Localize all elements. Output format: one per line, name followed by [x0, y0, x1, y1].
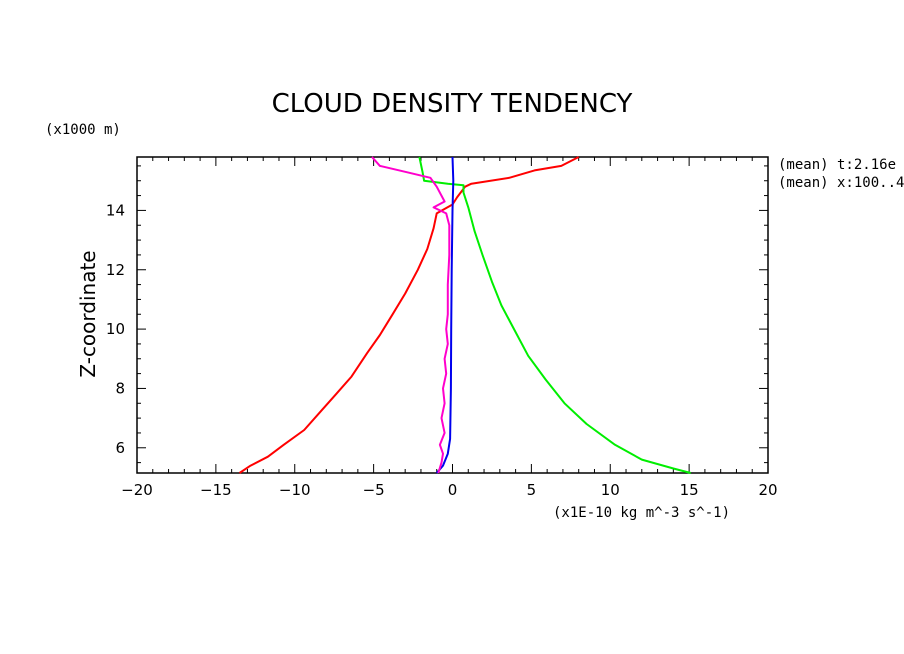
y-tick-label: 10 [106, 320, 125, 338]
series-line-green [418, 156, 691, 474]
x-tick-label: 0 [448, 481, 458, 499]
x-tick-label: 10 [601, 481, 620, 499]
x-tick-label: 15 [680, 481, 699, 499]
annotation-2: (mean) x:100..4 [778, 175, 904, 191]
series-line-red [238, 156, 580, 474]
x-axis-label: (x1E-10 kg m^-3 s^-1) [553, 505, 730, 521]
series-line-blue [435, 156, 455, 474]
x-tick-label: −15 [200, 481, 232, 499]
x-tick-label: −5 [363, 481, 385, 499]
y-tick-label: 12 [106, 261, 125, 279]
y-units-label: (x1000 m) [45, 122, 121, 138]
chart-title: CLOUD DENSITY TENDENCY [272, 89, 633, 119]
x-tick-label: 5 [527, 481, 537, 499]
x-tick-label: −20 [121, 481, 153, 499]
y-tick-label: 6 [115, 439, 125, 457]
y-tick-label: 14 [106, 201, 125, 219]
x-tick-label: −10 [279, 481, 311, 499]
plot-area: −20 −15 −10 −5 0 5 10 15 20 6 8 10 12 14 [106, 156, 778, 499]
annotation-1: (mean) t:2.16e [778, 157, 896, 173]
y-axis-label: Z-coordinate [76, 250, 100, 377]
x-tick-label: 20 [758, 481, 777, 499]
series-line-magenta [371, 156, 451, 474]
y-tick-label: 8 [115, 379, 125, 397]
